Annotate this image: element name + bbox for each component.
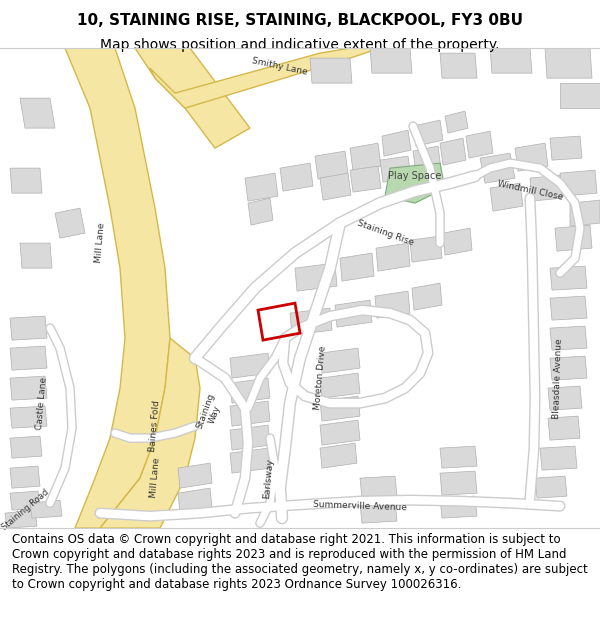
- Text: Windmill Close: Windmill Close: [496, 179, 563, 201]
- Polygon shape: [440, 496, 477, 518]
- Text: 10, STAINING RISE, STAINING, BLACKPOOL, FY3 0BU: 10, STAINING RISE, STAINING, BLACKPOOL, …: [77, 14, 523, 29]
- Polygon shape: [376, 243, 410, 271]
- Polygon shape: [320, 348, 360, 373]
- Polygon shape: [530, 175, 562, 201]
- Polygon shape: [20, 243, 52, 268]
- Polygon shape: [440, 471, 477, 495]
- Text: Staining
Way: Staining Way: [194, 392, 226, 434]
- Polygon shape: [375, 291, 410, 318]
- Polygon shape: [320, 443, 357, 468]
- Polygon shape: [230, 401, 270, 426]
- Polygon shape: [230, 353, 270, 378]
- Polygon shape: [10, 376, 47, 400]
- Polygon shape: [310, 58, 352, 83]
- Polygon shape: [230, 378, 270, 403]
- Text: Baines Fold: Baines Fold: [148, 400, 162, 452]
- Text: Staining Road: Staining Road: [0, 488, 50, 532]
- Polygon shape: [385, 163, 445, 203]
- Polygon shape: [443, 228, 472, 255]
- Polygon shape: [10, 466, 40, 488]
- Polygon shape: [10, 406, 47, 428]
- Polygon shape: [245, 173, 278, 201]
- Polygon shape: [440, 138, 466, 165]
- Text: Map shows position and indicative extent of the property.: Map shows position and indicative extent…: [100, 38, 500, 51]
- Text: Moreton Drive: Moreton Drive: [313, 346, 327, 411]
- Polygon shape: [535, 476, 567, 498]
- Polygon shape: [490, 183, 523, 211]
- Polygon shape: [360, 476, 397, 498]
- Text: Earlsway: Earlsway: [262, 458, 274, 499]
- Polygon shape: [490, 48, 532, 73]
- Polygon shape: [548, 386, 582, 410]
- Polygon shape: [570, 200, 600, 226]
- Polygon shape: [248, 198, 273, 225]
- Text: Bleasdale Avenue: Bleasdale Avenue: [552, 338, 564, 419]
- Polygon shape: [55, 208, 85, 238]
- Polygon shape: [5, 510, 37, 528]
- Polygon shape: [413, 146, 441, 173]
- Text: Smithy Lane: Smithy Lane: [251, 56, 308, 76]
- Polygon shape: [548, 416, 580, 440]
- Text: Castle Lane: Castle Lane: [35, 376, 49, 430]
- Polygon shape: [466, 131, 493, 158]
- Polygon shape: [10, 436, 42, 458]
- Polygon shape: [320, 173, 351, 200]
- Polygon shape: [10, 168, 42, 193]
- Text: Staining Rise: Staining Rise: [356, 219, 415, 248]
- Text: Play Space: Play Space: [388, 171, 442, 181]
- Polygon shape: [320, 373, 360, 398]
- Polygon shape: [412, 283, 442, 310]
- Polygon shape: [440, 446, 477, 468]
- Polygon shape: [335, 300, 372, 327]
- Polygon shape: [320, 396, 360, 421]
- Polygon shape: [410, 236, 442, 262]
- Polygon shape: [440, 53, 477, 78]
- Polygon shape: [315, 151, 348, 179]
- Polygon shape: [65, 48, 170, 528]
- Polygon shape: [515, 143, 548, 171]
- Polygon shape: [560, 83, 600, 108]
- Polygon shape: [320, 420, 360, 445]
- Polygon shape: [480, 153, 515, 183]
- Polygon shape: [10, 316, 47, 340]
- Polygon shape: [550, 356, 587, 380]
- Text: Mill Lane: Mill Lane: [94, 222, 106, 264]
- Polygon shape: [413, 120, 443, 146]
- Polygon shape: [290, 308, 332, 335]
- Polygon shape: [230, 448, 270, 473]
- Polygon shape: [30, 500, 62, 518]
- Polygon shape: [115, 48, 250, 148]
- Text: Summerville Avenue: Summerville Avenue: [313, 500, 407, 512]
- Polygon shape: [540, 446, 577, 470]
- Polygon shape: [20, 98, 55, 128]
- Polygon shape: [445, 111, 468, 133]
- Polygon shape: [555, 225, 592, 251]
- Polygon shape: [350, 166, 381, 192]
- Polygon shape: [100, 338, 200, 528]
- Polygon shape: [560, 170, 597, 196]
- Polygon shape: [178, 463, 212, 488]
- Polygon shape: [380, 156, 411, 182]
- Polygon shape: [178, 488, 212, 513]
- Polygon shape: [545, 48, 592, 78]
- Polygon shape: [340, 253, 374, 281]
- Polygon shape: [280, 163, 313, 191]
- Polygon shape: [382, 130, 411, 156]
- Polygon shape: [370, 48, 412, 73]
- Polygon shape: [295, 263, 337, 291]
- Text: Contains OS data © Crown copyright and database right 2021. This information is : Contains OS data © Crown copyright and d…: [12, 533, 588, 591]
- Polygon shape: [350, 143, 381, 171]
- Polygon shape: [550, 136, 582, 160]
- Polygon shape: [10, 346, 47, 370]
- Polygon shape: [360, 501, 397, 523]
- Polygon shape: [550, 266, 587, 290]
- Text: Mill Lane: Mill Lane: [149, 458, 161, 499]
- Polygon shape: [230, 425, 270, 450]
- Polygon shape: [150, 48, 380, 108]
- Polygon shape: [10, 491, 40, 510]
- Polygon shape: [550, 296, 587, 320]
- Polygon shape: [550, 326, 587, 350]
